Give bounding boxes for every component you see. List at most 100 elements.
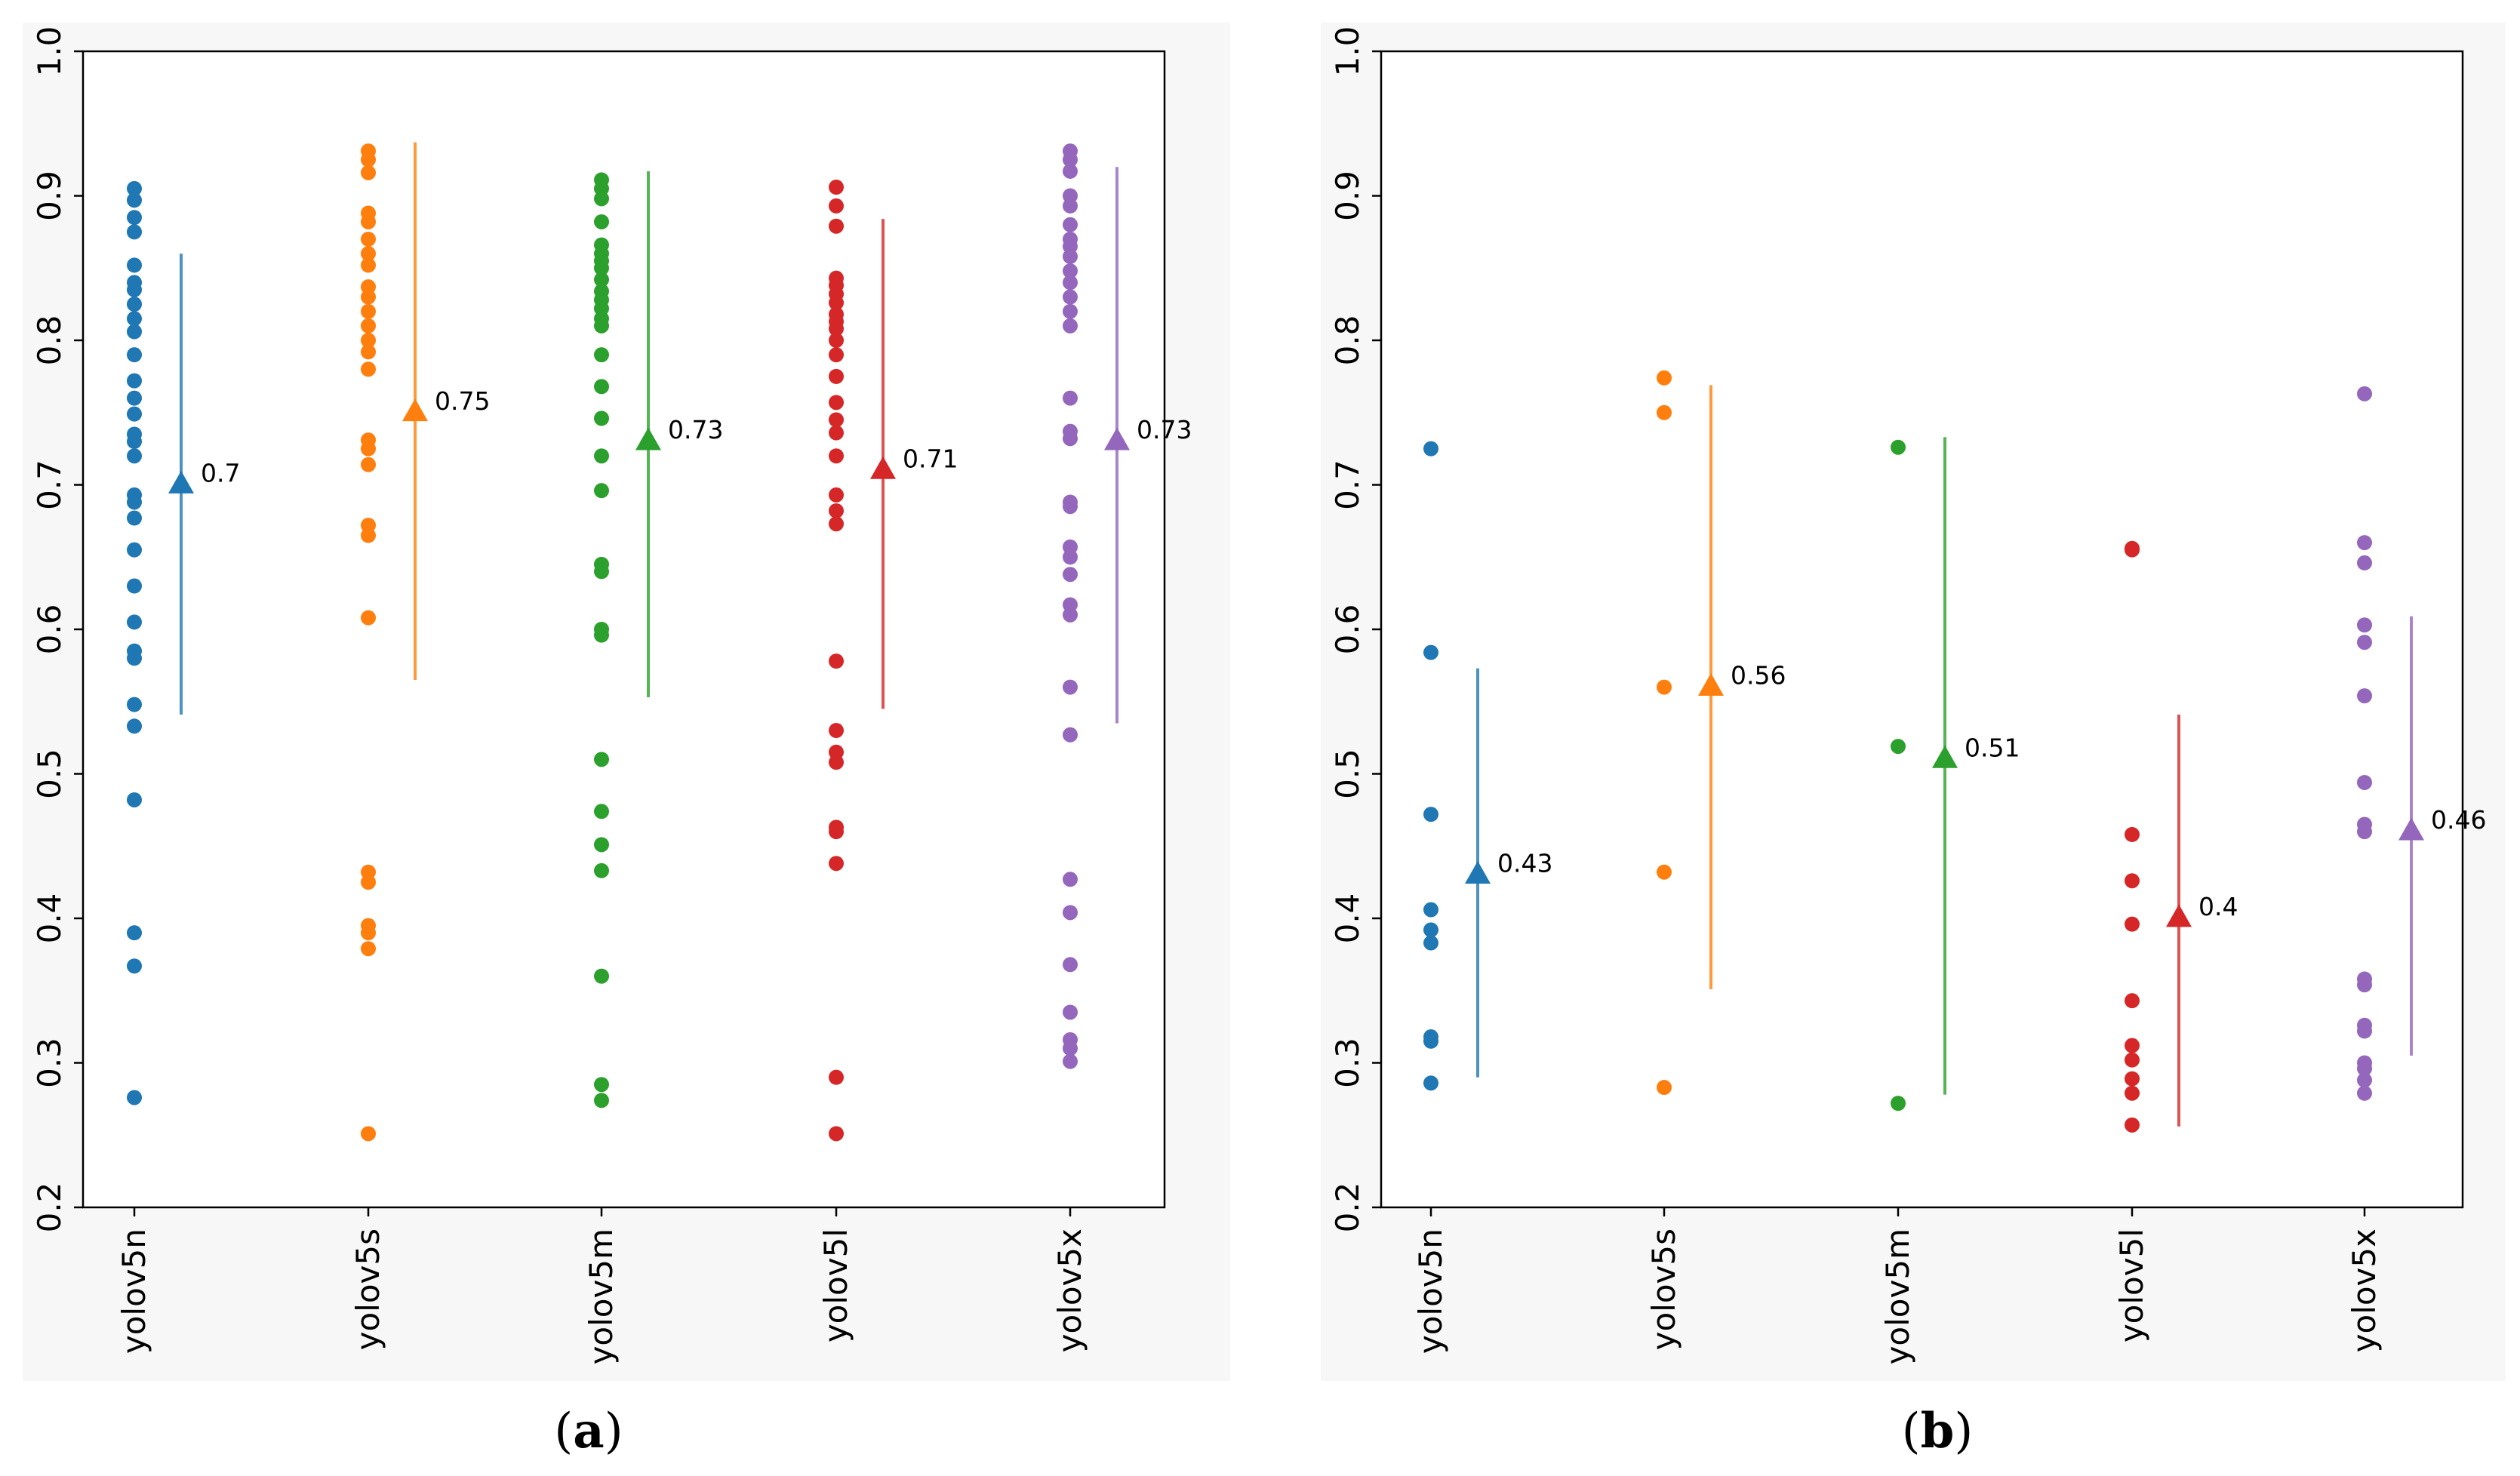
mean-label: 0.4 <box>2198 892 2238 921</box>
data-point <box>1063 275 1078 291</box>
data-point <box>127 281 142 297</box>
data-point <box>2125 1071 2140 1087</box>
data-point <box>361 610 376 626</box>
data-point <box>2357 1061 2372 1077</box>
data-point <box>361 303 376 319</box>
data-point <box>1063 1004 1078 1020</box>
y-tick-label: 0.5 <box>1329 749 1366 799</box>
data-point <box>2125 542 2140 558</box>
data-point <box>361 165 376 180</box>
series-yolov5n: 0.43 <box>1423 441 1552 1091</box>
data-point <box>127 324 142 340</box>
y-tick-label: 0.6 <box>1329 604 1366 655</box>
mean-label: 0.56 <box>1731 661 1786 690</box>
data-point <box>127 434 142 450</box>
x-tick-label: yolov5l <box>2113 1228 2150 1342</box>
mean-marker <box>1932 745 1958 768</box>
data-point <box>1063 1041 1078 1056</box>
data-point <box>2125 1038 2140 1053</box>
y-tick-label: 0.2 <box>1329 1182 1366 1233</box>
y-tick-label: 0.4 <box>31 893 68 944</box>
x-tick-label: yolov5x <box>1051 1228 1088 1352</box>
data-point <box>361 1126 376 1142</box>
data-point <box>829 824 844 840</box>
data-point <box>594 564 609 580</box>
data-point <box>2357 386 2372 401</box>
data-point <box>1063 248 1078 264</box>
data-point <box>1657 864 1672 880</box>
data-point <box>361 333 376 348</box>
data-point <box>361 231 376 247</box>
mean-label: 0.7 <box>201 459 240 488</box>
data-point <box>127 406 142 422</box>
data-point <box>127 224 142 240</box>
data-point <box>361 875 376 890</box>
y-tick-label: 0.3 <box>1329 1038 1366 1088</box>
data-point <box>829 516 844 532</box>
y-tick-label: 0.2 <box>31 1182 68 1233</box>
data-point <box>127 1090 142 1105</box>
series-yolov5s: 0.75 <box>361 142 490 1142</box>
data-point <box>127 297 142 312</box>
data-point <box>2125 993 2140 1009</box>
data-point <box>361 361 376 377</box>
x-tick-label: yolov5n <box>1412 1228 1449 1354</box>
data-point <box>829 723 844 739</box>
data-point <box>1891 439 1906 455</box>
data-point <box>1063 152 1078 168</box>
data-point <box>1063 607 1078 623</box>
data-point <box>2357 977 2372 993</box>
series-yolov5n: 0.7 <box>127 180 240 1105</box>
y-tick-label: 0.8 <box>31 315 68 366</box>
data-point <box>361 527 376 543</box>
data-point <box>1423 807 1438 823</box>
mean-marker <box>1104 427 1130 450</box>
data-point <box>1657 679 1672 695</box>
data-point <box>361 152 376 168</box>
y-tick-label: 1.0 <box>1329 26 1366 77</box>
data-point <box>2125 1117 2140 1133</box>
data-point <box>829 487 844 503</box>
x-tick-label: yolov5l <box>817 1228 854 1342</box>
data-point <box>361 457 376 472</box>
series-yolov5x: 0.46 <box>2357 386 2486 1101</box>
data-point <box>2357 688 2372 704</box>
data-point <box>361 214 376 229</box>
y-tick-label: 0.9 <box>31 171 68 221</box>
series-yolov5m: 0.51 <box>1891 437 2020 1112</box>
data-point <box>361 289 376 305</box>
data-point <box>2357 824 2372 840</box>
y-tick-label: 0.7 <box>1329 460 1366 510</box>
data-point <box>361 925 376 941</box>
mean-marker <box>2398 817 2424 841</box>
data-point <box>1657 370 1672 386</box>
data-point <box>1063 163 1078 179</box>
data-point <box>127 510 142 526</box>
data-point <box>1063 727 1078 743</box>
data-point <box>1063 567 1078 583</box>
data-point <box>2357 555 2372 570</box>
data-point <box>2125 873 2140 889</box>
data-point <box>2357 1085 2372 1101</box>
data-point <box>1063 217 1078 232</box>
mean-label: 0.46 <box>2431 805 2486 835</box>
data-point <box>1423 902 1438 918</box>
data-point <box>1063 679 1078 695</box>
data-point <box>2357 535 2372 551</box>
data-point <box>127 210 142 226</box>
data-point <box>127 347 142 363</box>
plot-area <box>82 50 1166 1209</box>
data-point <box>127 390 142 406</box>
data-point <box>1063 957 1078 973</box>
mean-label: 0.73 <box>1137 415 1192 444</box>
data-point <box>127 578 142 594</box>
data-point <box>2357 635 2372 650</box>
chart-panel-b: 0.2 0.3 0.4 0.5 0.6 0.7 0.8 0.9 1.0 yolov5n yolov5… <box>1329 26 2486 1365</box>
data-point <box>829 368 844 384</box>
data-point <box>1063 872 1078 887</box>
data-point <box>127 311 142 327</box>
chart-panel-a: 0.2 0.3 0.4 0.5 0.6 0.7 0.8 0.9 1.0 yolov5n yolov5… <box>31 26 1192 1365</box>
data-point <box>1423 1033 1438 1049</box>
data-point <box>594 260 609 276</box>
